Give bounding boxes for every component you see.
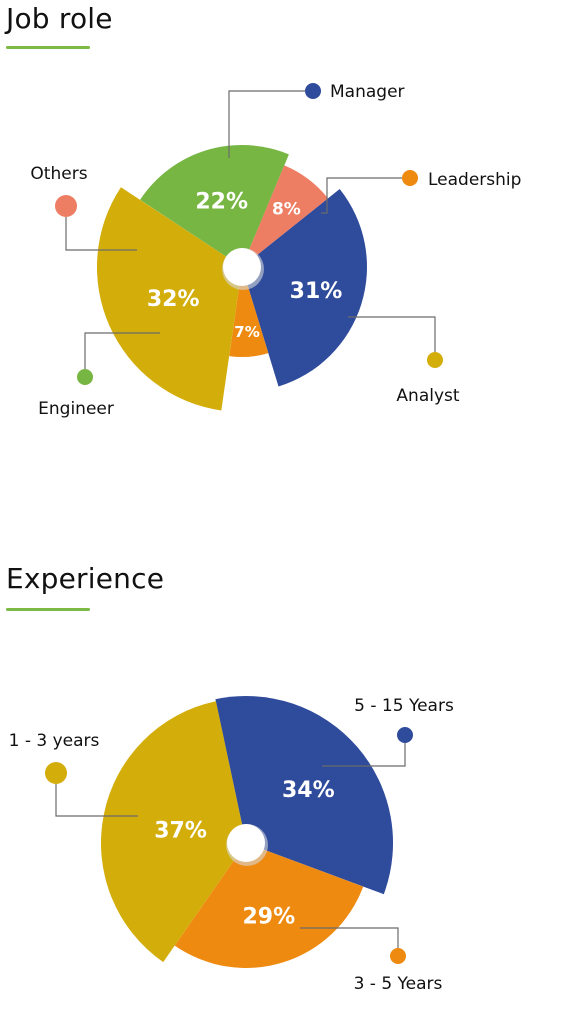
pie-slices: 31% 7% 32% 22% 8% [96, 144, 367, 411]
pie-slice-1-3-years [100, 701, 247, 963]
data-label-engineer: 22% [195, 189, 248, 214]
legend-dot-engineer [77, 369, 93, 385]
slice-label-analyst: Analyst [396, 386, 459, 406]
callouts: 5 - 15 Years 3 - 5 Years 1 - 3 years [9, 696, 454, 994]
slice-label-manager: Manager [330, 82, 405, 102]
pie-slice-analyst [96, 187, 242, 411]
slice-label-leadership: Leadership [428, 170, 521, 190]
title-underline [6, 608, 90, 611]
slice-label-5-15-years: 5 - 15 Years [354, 696, 454, 716]
leader-line-engineer [84, 332, 160, 369]
leader-line-analyst [348, 316, 436, 352]
legend-dot-5-15-years [397, 727, 413, 743]
legend-dot-manager [305, 83, 321, 99]
data-label-analyst: 32% [147, 287, 200, 312]
pie-slice-engineer [140, 144, 289, 267]
center-hole [227, 824, 265, 862]
center-hole [223, 248, 261, 286]
data-label-manager: 31% [290, 279, 343, 304]
data-label-leadership: 7% [234, 323, 259, 341]
data-label-others: 8% [272, 199, 301, 219]
leader-line-manager [228, 90, 305, 158]
data-label-1-3-years: 37% [154, 819, 207, 844]
chart-title-experience: Experience [6, 562, 165, 595]
pie-slice-others [242, 165, 328, 267]
data-label-3-5-years: 29% [242, 905, 295, 930]
slice-label-3-5-years: 3 - 5 Years [354, 974, 443, 994]
leader-line-3-5-years [300, 927, 399, 948]
title-underline [6, 46, 90, 49]
slice-label-1-3-years: 1 - 3 years [9, 731, 100, 751]
legend-dot-analyst [427, 352, 443, 368]
legend-dot-1-3-years [45, 762, 67, 784]
chart-title-job-role: Job role [6, 2, 113, 35]
leader-line-1-3-years [55, 784, 138, 817]
legend-dot-leadership [402, 170, 418, 186]
pie-slice-3-5-years [174, 843, 364, 968]
legend-dot-3-5-years [390, 948, 406, 964]
leader-line-5-15-years [322, 743, 406, 767]
callouts: Manager Leadership Analyst Engineer Others [30, 82, 521, 419]
experience-pie-chart: 34% 29% 37% 5 - 15 Years 3 - 5 Years 1 - 3 ye… [9, 695, 454, 994]
slice-label-others: Others [30, 164, 87, 184]
data-label-5-15-years: 34% [282, 778, 335, 803]
job-role-pie-chart: 31% 7% 32% 22% 8% Manager Leadership Analyst Eng… [30, 82, 521, 419]
slice-label-engineer: Engineer [38, 399, 114, 419]
leader-line-others [65, 217, 137, 251]
leader-line-leadership [321, 177, 402, 214]
legend-dot-others [55, 195, 77, 217]
pie-slice-manager [242, 189, 367, 387]
